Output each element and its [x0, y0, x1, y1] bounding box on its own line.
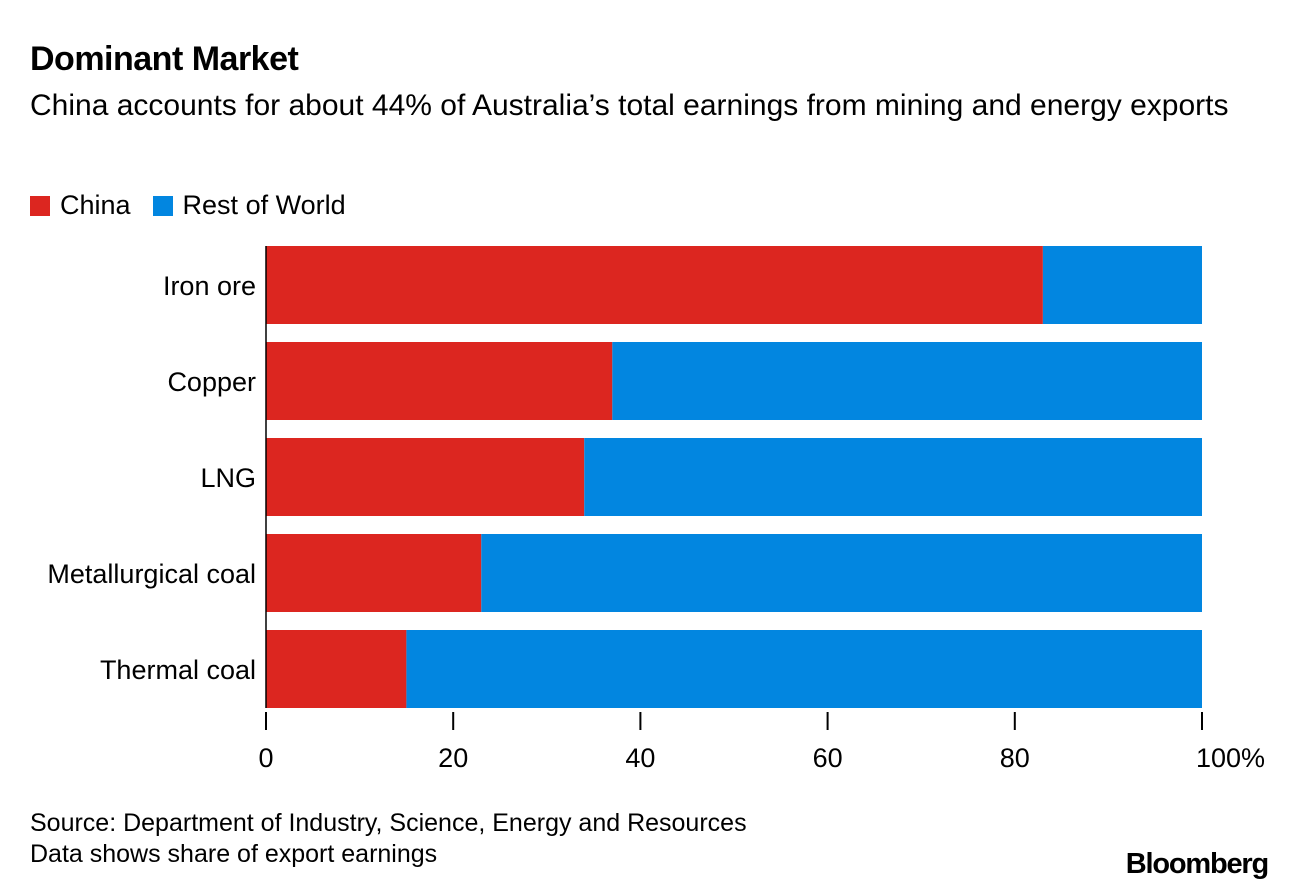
category-label-copper: Copper — [167, 367, 256, 397]
x-tick-label: 20 — [438, 743, 468, 773]
source-note: Source: Department of Industry, Science,… — [30, 809, 747, 837]
legend-swatch-china — [30, 195, 50, 216]
legend-label-rest-of-world: Rest of World — [182, 190, 346, 220]
chart-title: Dominant Market — [30, 40, 299, 78]
x-tick-label: 80 — [1000, 743, 1030, 773]
x-tick-label: 100% — [1196, 743, 1265, 773]
bar-metallurgical-coal-rest-of-world — [481, 534, 1202, 612]
category-label-metallurgical-coal: Metallurgical coal — [47, 559, 256, 589]
bar-copper-china — [266, 342, 613, 420]
x-tick-label: 0 — [258, 743, 273, 773]
chart-subtitle: China accounts for about 44% of Australi… — [30, 89, 1229, 122]
bar-copper-rest-of-world — [612, 342, 1202, 420]
category-label-lng: LNG — [200, 463, 256, 493]
bar-iron-ore-rest-of-world — [1042, 246, 1202, 324]
bar-lng-china — [266, 438, 585, 516]
legend-item-rest-of-world: Rest of World — [152, 190, 346, 221]
bar-thermal-coal-china — [266, 630, 407, 708]
bar-lng-rest-of-world — [584, 438, 1202, 516]
legend-item-china: China — [30, 190, 131, 221]
footer: Source: Department of Industry, Science,… — [30, 808, 747, 870]
category-label-thermal-coal: Thermal coal — [100, 655, 256, 685]
x-tick-label: 60 — [813, 743, 843, 773]
x-tick-label: 40 — [625, 743, 655, 773]
bar-thermal-coal-rest-of-world — [406, 630, 1202, 708]
legend-label-china: China — [60, 190, 131, 220]
data-note: Data shows share of export earnings — [30, 840, 438, 868]
bloomberg-logo: Bloomberg — [1125, 848, 1269, 880]
legend: China Rest of World — [30, 190, 368, 221]
category-label-iron-ore: Iron ore — [163, 271, 256, 301]
bar-iron-ore-china — [266, 246, 1043, 324]
bar-metallurgical-coal-china — [266, 534, 482, 612]
legend-swatch-rest-of-world — [152, 195, 173, 216]
